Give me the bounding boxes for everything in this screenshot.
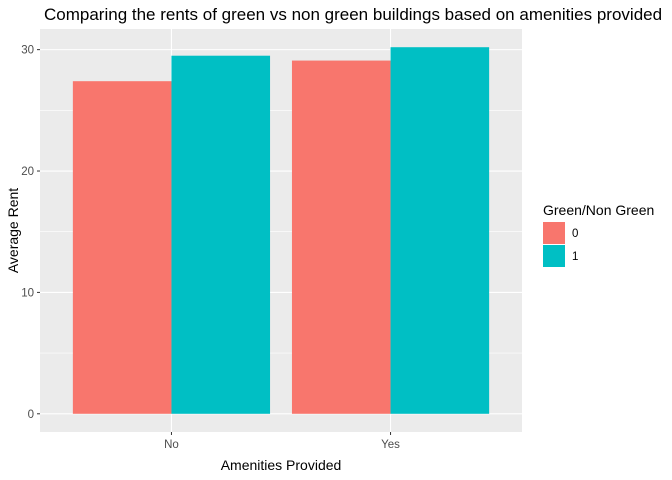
y-tick-label: 0 xyxy=(28,409,34,421)
bar-no-series-1 xyxy=(171,55,271,414)
bar-yes-series-1 xyxy=(390,47,490,414)
y-tick-label: 10 xyxy=(21,287,34,299)
legend-key-1 xyxy=(543,245,565,267)
x-axis: No Yes xyxy=(164,432,400,451)
bar-yes-series-0 xyxy=(291,60,391,414)
legend-title: Green/Non Green xyxy=(543,202,654,218)
y-tick-label: 30 xyxy=(21,45,34,57)
legend: Green/Non Green 0 1 xyxy=(543,202,654,267)
bar-no-series-0 xyxy=(72,81,172,414)
x-tick-label: No xyxy=(164,439,179,451)
y-tick-label: 20 xyxy=(21,166,34,178)
x-axis-title: Amenities Provided xyxy=(221,457,342,473)
y-axis: 0 10 20 30 xyxy=(21,45,40,421)
legend-label: 1 xyxy=(572,251,578,263)
x-tick-label: Yes xyxy=(381,439,400,451)
legend-label: 0 xyxy=(572,228,578,240)
y-axis-title: Average Rent xyxy=(5,188,21,273)
legend-key-0 xyxy=(543,222,565,244)
chart-title: Comparing the rents of green vs non gree… xyxy=(44,5,662,24)
bars xyxy=(72,47,490,414)
